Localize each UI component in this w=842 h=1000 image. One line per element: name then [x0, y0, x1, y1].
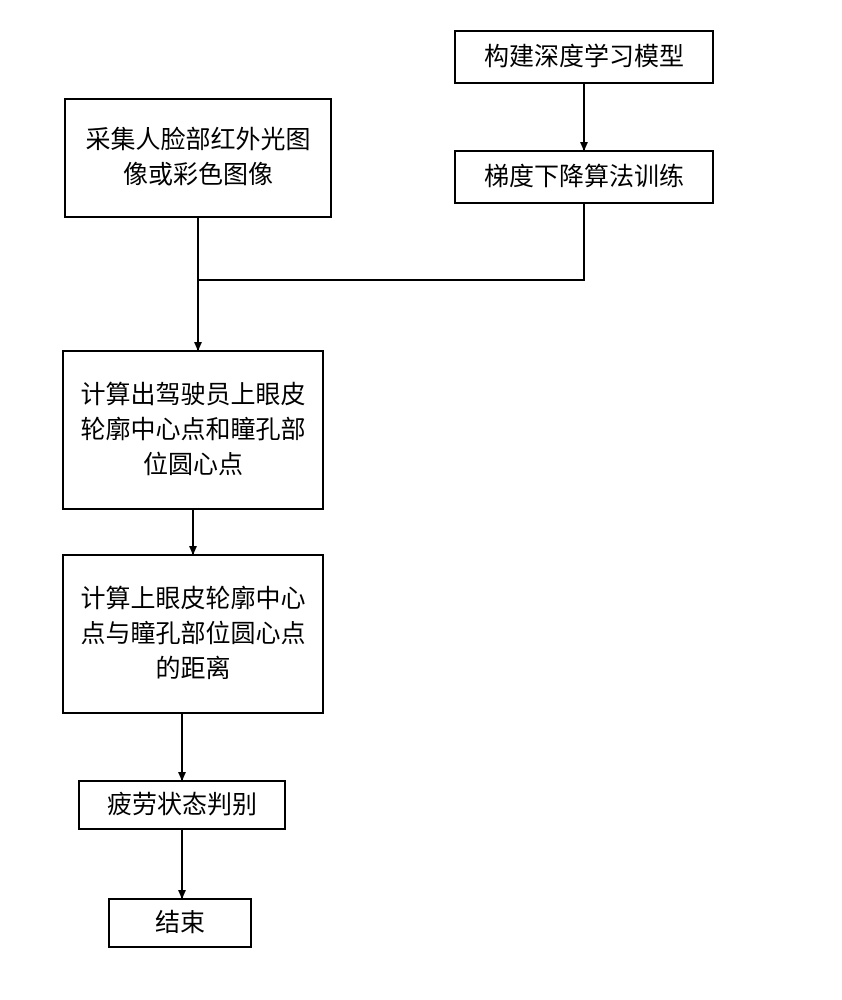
node-label: 疲劳状态判别 — [107, 788, 257, 823]
node-collect-image: 采集人脸部红外光图像或彩色图像 — [64, 98, 332, 218]
node-label: 结束 — [155, 906, 205, 941]
node-fatigue-judge: 疲劳状态判别 — [78, 780, 286, 830]
node-calc-points: 计算出驾驶员上眼皮轮廓中心点和瞳孔部位圆心点 — [62, 350, 324, 510]
node-build-model: 构建深度学习模型 — [454, 30, 714, 84]
node-label: 采集人脸部红外光图像或彩色图像 — [76, 123, 320, 193]
node-calc-distance: 计算上眼皮轮廓中心点与瞳孔部位圆心点的距离 — [62, 554, 324, 714]
node-label: 构建深度学习模型 — [484, 40, 684, 75]
flowchart-canvas: 采集人脸部红外光图像或彩色图像 构建深度学习模型 梯度下降算法训练 计算出驾驶员… — [0, 0, 842, 1000]
node-gradient-descent: 梯度下降算法训练 — [454, 150, 714, 204]
node-label: 计算出驾驶员上眼皮轮廓中心点和瞳孔部位圆心点 — [74, 378, 312, 483]
node-label: 计算上眼皮轮廓中心点与瞳孔部位圆心点的距离 — [74, 582, 312, 687]
node-label: 梯度下降算法训练 — [484, 160, 684, 195]
node-end: 结束 — [108, 898, 252, 948]
